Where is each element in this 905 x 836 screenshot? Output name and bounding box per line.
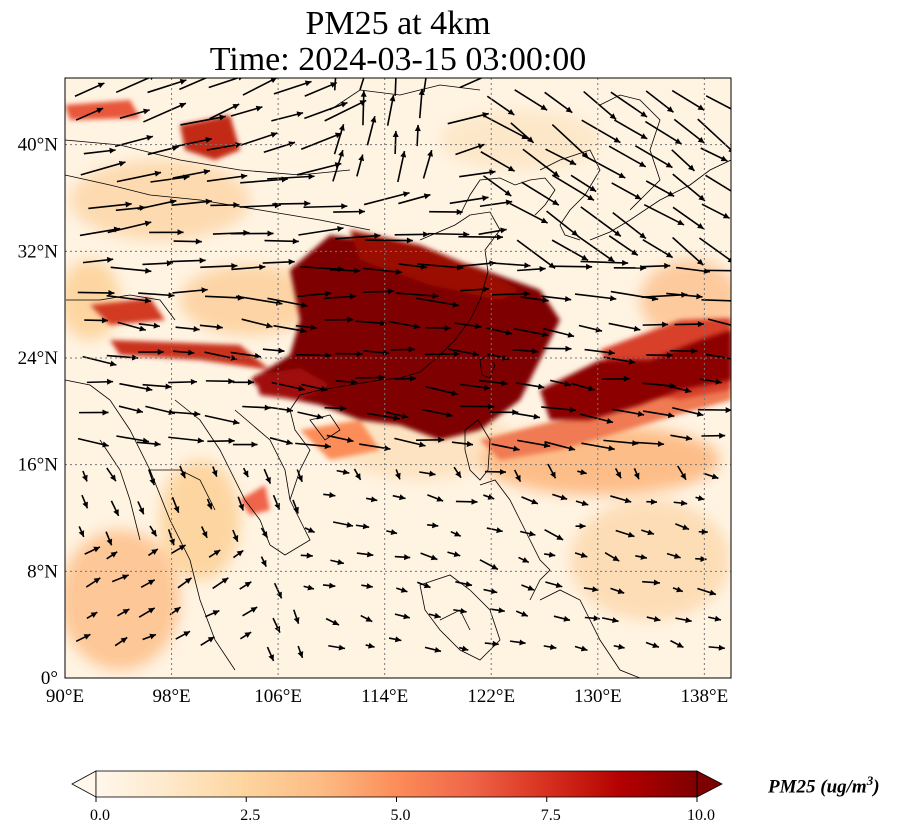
lon-tick-label: 130°E (574, 686, 622, 707)
colorbar-tick-label: 2.5 (240, 807, 260, 824)
lat-tick-label: 16°N (18, 455, 59, 476)
lat-tick-label: 40°N (18, 135, 59, 156)
colorbar-tick-label: 0.0 (90, 807, 110, 824)
lat-tick-label: 32°N (18, 241, 59, 262)
pm25-field (65, 78, 731, 678)
colorbar: 0.0 2.5 5.0 7.5 10.0 (71, 770, 723, 824)
lon-tick-label: 98°E (152, 686, 190, 707)
map-frame (64, 77, 732, 679)
lat-tick-label: 24°N (18, 348, 59, 369)
lon-tick-label: 114°E (361, 686, 408, 707)
longitude-ticks: 90°E 98°E 106°E 114°E 122°E 130°E 138°E (46, 686, 728, 707)
wind-vectors (74, 78, 731, 662)
map-title-line2: Time: 2024-03-15 03:00:00 (209, 41, 587, 78)
gridlines (65, 78, 731, 678)
latitude-ticks: 0° 8°N 16°N 24°N 32°N 40°N (18, 135, 59, 689)
lon-tick-label: 106°E (254, 686, 302, 707)
lon-tick-label: 138°E (681, 686, 729, 707)
lat-tick-label: 0° (41, 668, 58, 689)
colorbar-tick-label: 7.5 (541, 807, 561, 824)
colorbar-ticks: 0.0 2.5 5.0 7.5 10.0 (90, 797, 715, 824)
lon-tick-label: 122°E (467, 686, 515, 707)
lon-tick-label: 90°E (46, 686, 84, 707)
lat-tick-label: 8°N (27, 561, 58, 582)
colorbar-extend-low (71, 770, 97, 798)
colorbar-tick-label: 10.0 (687, 807, 715, 824)
colorbar-gradient (96, 771, 697, 797)
colorbar-tick-label: 5.0 (391, 807, 411, 824)
colorbar-label: PM25 (ug/m3) (768, 773, 880, 798)
colorbar-extend-high (696, 770, 723, 798)
map-title-line1: PM25 at 4km (305, 5, 491, 42)
